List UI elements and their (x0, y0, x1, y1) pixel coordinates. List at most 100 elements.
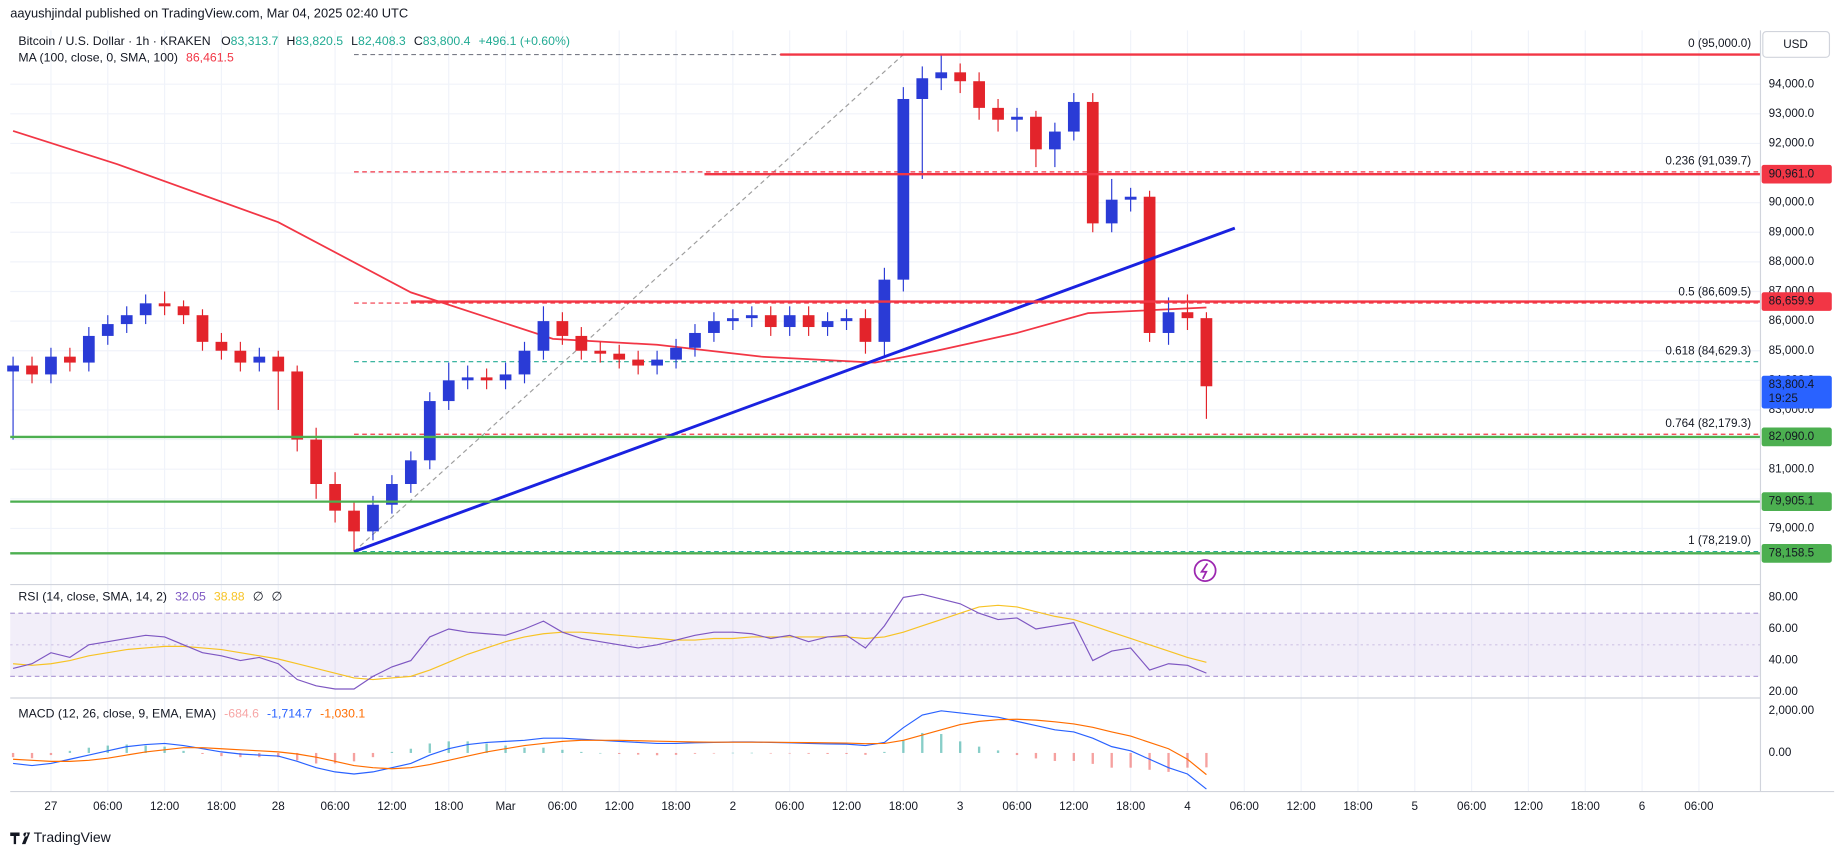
price-label-box (1761, 543, 1832, 563)
legend-value: ∅ (253, 590, 264, 604)
histogram-bar (277, 752, 280, 758)
candle-body (916, 78, 929, 99)
candle-body (1086, 101, 1099, 224)
legend-value: -1,030.1 (320, 707, 365, 721)
candle-body (480, 377, 493, 381)
candle-body (1049, 131, 1061, 150)
y-tick-label: 0.00 (1769, 746, 1792, 759)
candle-body (518, 350, 531, 375)
x-tick-label: 06:00 (548, 800, 578, 813)
histogram-bar (977, 746, 981, 753)
candle-body (632, 359, 645, 366)
candle-body (7, 365, 19, 372)
histogram-bar (409, 748, 413, 753)
currency[interactable]: USD (1783, 38, 1808, 51)
x-tick-label: 12:00 (1514, 800, 1544, 813)
histogram-bar (106, 745, 109, 753)
histogram-bar (1015, 752, 1019, 756)
macd-legend: MACD (12, 26, close, 9, EMA, EMA) -684.6… (18, 707, 365, 721)
indicator-line (12, 593, 1207, 690)
icon-bolt[interactable] (1199, 563, 1209, 580)
candle-body (537, 321, 550, 351)
histogram-bar (1129, 752, 1132, 768)
x-tick-label: 2 (730, 800, 737, 813)
rsi-band (10, 613, 1761, 677)
legend-value: -1,714.7 (267, 707, 312, 721)
histogram-bar (845, 752, 848, 754)
histogram-bar (1034, 752, 1038, 759)
histogram-bar (1072, 752, 1075, 761)
legend-value: -684.6 (224, 707, 259, 721)
histogram-bar (693, 752, 697, 754)
candle-body (670, 347, 682, 360)
price-label: 86,659.9 (1769, 295, 1815, 308)
candle-body (764, 315, 777, 328)
histogram-bar (30, 752, 34, 759)
histogram-bar (1053, 752, 1057, 761)
histogram-bar (182, 750, 185, 753)
candle-body (442, 380, 455, 402)
x-tick-label: 5 (1412, 800, 1419, 813)
candle-body (329, 484, 341, 511)
histogram-bar (87, 747, 91, 753)
currency-box[interactable] (1762, 30, 1831, 58)
histogram-bar (731, 752, 735, 754)
histogram-bar (921, 732, 924, 753)
y-tick-label: 93,000.0 (1769, 107, 1815, 120)
candle-body (878, 279, 891, 342)
candle-body (139, 303, 152, 316)
published: aayushjindal published on TradingView.co… (10, 5, 408, 20)
histogram-bar (125, 744, 128, 753)
x-tick-label: 18:00 (661, 800, 691, 813)
candle-body (556, 321, 569, 336)
y-tick-label: 79,000.0 (1769, 522, 1815, 535)
histogram-bar (996, 750, 1000, 753)
candle-body (253, 356, 266, 363)
x-tick-label: 4 (1184, 800, 1191, 813)
last-price-box (1761, 375, 1832, 409)
icon-circle[interactable] (1193, 559, 1217, 582)
candle-body (613, 353, 626, 360)
x-tick-label: 27 (44, 800, 57, 813)
last-price-label: 83,800.4 (1769, 378, 1815, 391)
replay-icon[interactable] (1193, 559, 1217, 582)
y-tick-label: 85,000.0 (1769, 344, 1815, 357)
candle-body (575, 335, 588, 351)
histogram-bar (580, 751, 583, 753)
x-tick-label: 12:00 (1287, 800, 1317, 813)
histogram-bar (447, 741, 450, 753)
histogram-bar (352, 752, 356, 762)
axes: 27 06:00 12:00 18:00 28 06:00 12:00 18:00 Mar 06:… (44, 77, 1832, 813)
histogram-bar (618, 752, 621, 754)
ohlc-key: O (221, 34, 231, 48)
ma-legend: MA (100, close, 0, SMA, 100) 86,461.5 (18, 51, 234, 65)
histogram-bar (864, 752, 867, 755)
candle-body (1162, 312, 1175, 333)
x-tick-label: 28 (272, 800, 285, 813)
candle-body (1124, 196, 1137, 200)
y-tick-label: 60.00 (1769, 622, 1799, 635)
price-label: 90,961.0 (1769, 167, 1815, 180)
price-label: 78,158.5 (1769, 546, 1815, 559)
x-tick-label: 18:00 (207, 800, 237, 813)
ohlc-key: C (414, 34, 423, 48)
candle-body (783, 315, 796, 328)
y-tick-label: 81,000.0 (1769, 462, 1815, 475)
histogram-bar (49, 752, 53, 756)
histogram-bar (599, 752, 602, 754)
legend-name: RSI (14, close, SMA, 14, 2) (18, 590, 167, 604)
candle-body (1105, 199, 1118, 224)
histogram-bar (958, 741, 962, 753)
candle-body (859, 318, 872, 342)
legend-value: 38.88 (214, 590, 245, 604)
legend-value: 32.05 (175, 590, 206, 604)
y-tick-label: 94,000.0 (1769, 77, 1815, 90)
histogram-bar (1186, 752, 1189, 768)
candle-body (1200, 318, 1213, 387)
ohlc-value: 83,820.5 (295, 34, 343, 48)
x-tick-label: Mar (495, 800, 515, 813)
candle-body (651, 359, 663, 366)
x-tick-label: 12:00 (605, 800, 635, 813)
histogram-bar (940, 734, 943, 753)
